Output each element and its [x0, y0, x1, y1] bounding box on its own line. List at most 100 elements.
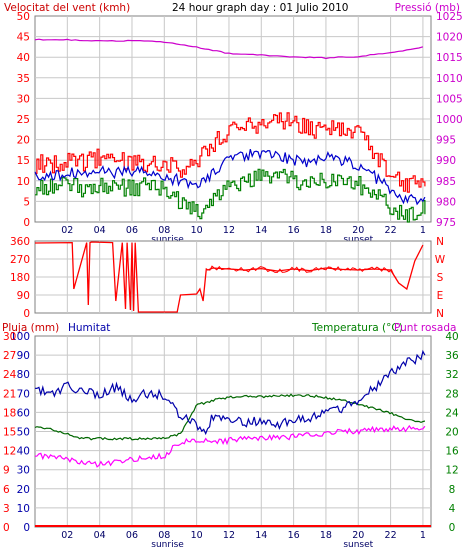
- p3-tick-04: 04: [94, 530, 106, 541]
- wind-pressure-series: [34, 38, 426, 223]
- temperature-line: [34, 393, 426, 441]
- rain-label: Pluja (mm): [2, 322, 59, 334]
- dewpoint-line: [34, 424, 426, 468]
- rain-humidity-temperature-series: [34, 349, 431, 527]
- direction-compass-1: W: [435, 254, 446, 266]
- wind-direction-degrees-axis: 0 90 180 270 360: [10, 236, 30, 320]
- wind-direction-variation: [209, 265, 397, 279]
- humidity-tick-40: 40: [17, 446, 30, 458]
- wind-tick-45: 45: [17, 32, 30, 44]
- pressure-tick-1025: 1025: [436, 11, 463, 23]
- wind-tick-25: 25: [17, 114, 30, 126]
- p1-tick-1: 1: [420, 225, 426, 236]
- wind-tick-5: 5: [23, 196, 30, 208]
- wind-tick-10: 10: [17, 176, 30, 188]
- pressure-line: [34, 38, 424, 60]
- rain-tick-30: 30: [3, 331, 16, 343]
- direction-tick-0: 0: [23, 308, 30, 320]
- temperature-tick-24: 24: [445, 407, 459, 419]
- temperature-label: Temperatura (°C): [311, 322, 403, 334]
- p3-sunrise-label: sunrise: [151, 540, 184, 550]
- pressure-tick-990: 990: [436, 155, 456, 167]
- pressure-tick-1020: 1020: [436, 32, 463, 44]
- p3-tick-18: 18: [320, 530, 332, 541]
- direction-tick-270: 270: [10, 254, 30, 266]
- pressure-label: Pressió (mb): [395, 2, 460, 14]
- humidity-tick-90: 90: [17, 350, 30, 362]
- rain-tick-21: 21: [3, 388, 16, 400]
- rain-tick-18: 18: [3, 407, 16, 419]
- temperature-tick-32: 32: [445, 369, 458, 381]
- wind-direction-series: [34, 241, 424, 313]
- pressure-axis: 975 980 985 990 995 1000 1005 1010 1015 1020 1025: [436, 11, 463, 229]
- humidity-tick-10: 10: [17, 503, 30, 515]
- pressure-tick-985: 985: [436, 176, 456, 188]
- temperature-tick-0: 0: [449, 522, 456, 534]
- humidity-line: [34, 349, 426, 436]
- wind-tick-30: 30: [17, 93, 30, 105]
- temperature-tick-20: 20: [445, 427, 458, 439]
- direction-tick-180: 180: [10, 272, 30, 284]
- rain-tick-24: 24: [3, 369, 17, 381]
- humidity-tick-30: 30: [17, 465, 30, 477]
- rain-tick-0: 0: [3, 522, 10, 534]
- wind-avg-line: [34, 149, 426, 206]
- temperature-axis: 0 4 8 12 16 20 24 28 32 36 40: [445, 331, 459, 534]
- p3-tick-08: 08: [158, 530, 170, 541]
- temperature-tick-8: 8: [449, 484, 456, 496]
- rain-humidity-temperature-grid: [35, 336, 431, 527]
- p3-tick-16: 16: [288, 530, 300, 541]
- wind-tick-15: 15: [17, 155, 30, 167]
- wind-min-line: [35, 168, 426, 223]
- p3-tick-1: 1: [420, 530, 426, 541]
- p3-tick-06: 06: [126, 530, 138, 541]
- p1-tick-10: 10: [191, 225, 203, 236]
- humidity-axis: 0 10 20 30 40 50 60 70 80 90 100: [10, 331, 30, 534]
- pressure-tick-1000: 1000: [436, 114, 463, 126]
- humidity-tick-60: 60: [17, 407, 30, 419]
- direction-compass-0: N: [436, 236, 444, 248]
- p1-tick-16: 16: [288, 225, 300, 236]
- humidity-tick-20: 20: [17, 484, 30, 496]
- p3-tick-02: 02: [61, 530, 73, 541]
- wind-direction-grid: [35, 241, 431, 313]
- temperature-tick-12: 12: [445, 465, 458, 477]
- direction-compass-2: S: [437, 272, 444, 284]
- humidity-label: Humitat: [68, 322, 110, 334]
- pressure-tick-1005: 1005: [436, 93, 463, 105]
- p3-tick-14: 14: [255, 530, 267, 541]
- chart-title: 24 hour graph day : 01 Julio 2010: [172, 2, 348, 14]
- p1-tick-06: 06: [126, 225, 138, 236]
- p1-sunset-label: sunset: [343, 235, 373, 245]
- time-axis-top: 02 04 06 08 10 12 14 16 18 20 22 1 sunrise sunset: [61, 225, 426, 245]
- rain-tick-9: 9: [3, 465, 10, 477]
- temperature-tick-36: 36: [445, 350, 459, 362]
- wind-tick-20: 20: [17, 135, 30, 147]
- temperature-tick-16: 16: [445, 446, 459, 458]
- direction-tick-90: 90: [17, 290, 30, 302]
- p1-tick-20: 20: [352, 225, 364, 236]
- pressure-tick-1015: 1015: [436, 52, 463, 64]
- rain-tick-15: 15: [3, 427, 16, 439]
- wind-speed-axis: 0 5 10 15 20 25 30 35 40 45 50: [17, 11, 30, 229]
- rain-axis: 0 3 6 9 12 15 18 21 24 27 30: [3, 331, 17, 534]
- wind-speed-label: Velocitat del vent (kmh): [4, 2, 130, 14]
- rain-tick-3: 3: [3, 503, 10, 515]
- rain-tick-6: 6: [3, 484, 10, 496]
- p1-tick-22: 22: [385, 225, 397, 236]
- wind-tick-35: 35: [17, 73, 30, 85]
- wind-gust-line: [35, 112, 426, 193]
- wind-tick-40: 40: [17, 52, 30, 64]
- dewpoint-label: Punt rosada: [394, 322, 456, 334]
- humidity-tick-70: 70: [17, 388, 30, 400]
- p1-tick-04: 04: [94, 225, 106, 236]
- p1-sunrise-label: sunrise: [151, 235, 184, 245]
- temperature-tick-28: 28: [445, 388, 458, 400]
- pressure-tick-975: 975: [436, 217, 456, 229]
- pressure-tick-995: 995: [436, 135, 456, 147]
- p3-tick-22: 22: [385, 530, 397, 541]
